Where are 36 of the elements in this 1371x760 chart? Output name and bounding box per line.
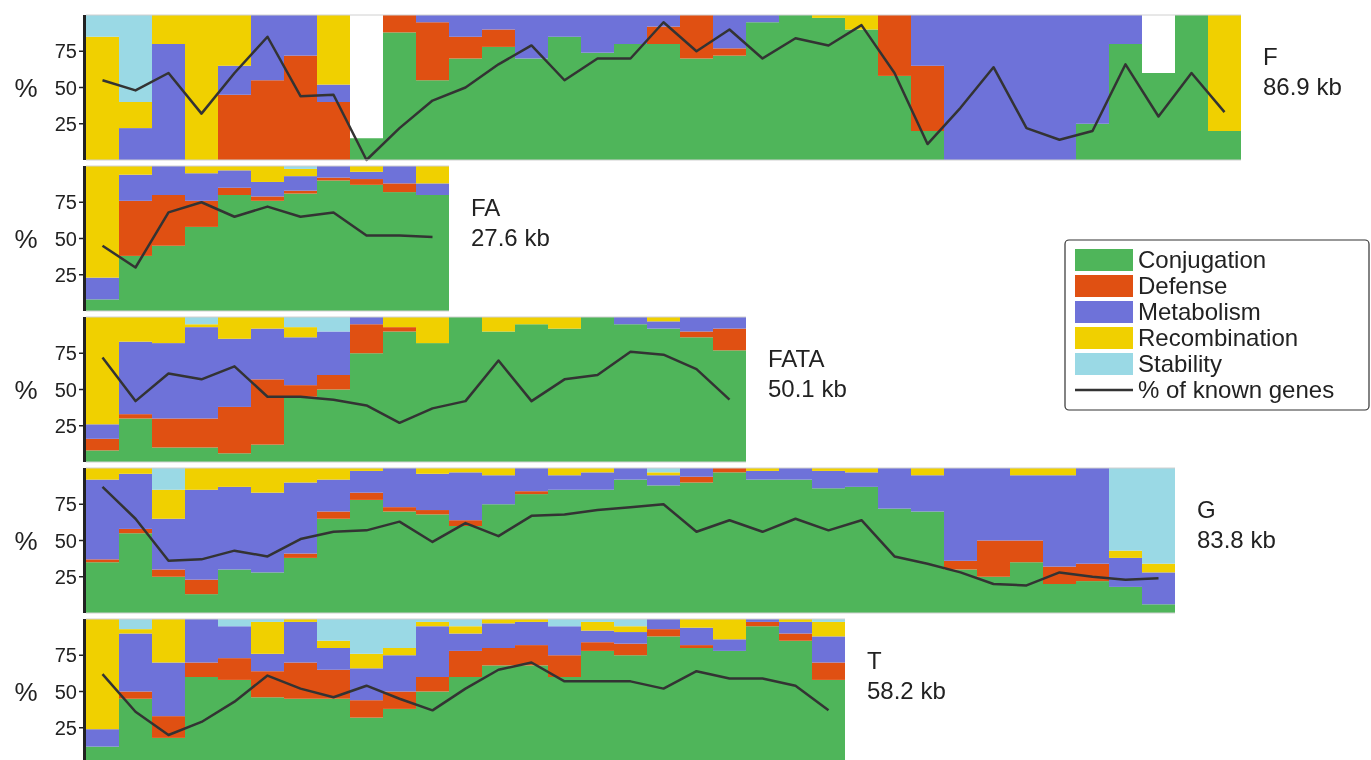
legend-label: Defense (1138, 272, 1228, 299)
text: T (867, 647, 882, 674)
y-tick-label: 75 (54, 644, 77, 667)
y-axis-title: % (14, 676, 38, 707)
y-tick-label: 25 (54, 112, 77, 135)
text: 83.8 kb (1197, 526, 1276, 553)
y-tick-label: 75 (54, 191, 77, 214)
y-tick-label: 50 (54, 378, 77, 401)
y-axis-title: % (14, 223, 38, 254)
y-tick-label: 25 (54, 565, 77, 588)
legend-label: Conjugation (1138, 246, 1267, 273)
legend-label: Recombination (1138, 324, 1299, 351)
y-tick-label: 25 (54, 263, 77, 286)
text: % of known genes (1138, 376, 1335, 403)
text: 86.9 kb (1263, 73, 1342, 100)
y-axis-title: % (14, 525, 38, 556)
legend-label: Metabolism (1138, 298, 1261, 325)
text: F (1263, 43, 1278, 70)
text: FA (471, 194, 501, 221)
text: 58.2 kb (867, 677, 946, 704)
y-axis-title: % (14, 374, 38, 405)
text: 50.1 kb (768, 375, 847, 402)
text: G (1197, 496, 1216, 523)
text: 27.6 kb (471, 224, 550, 251)
y-tick-label: 25 (54, 414, 77, 437)
y-tick-label: 25 (54, 716, 77, 739)
y-tick-label: 50 (54, 529, 77, 552)
y-axis-title: % (14, 72, 38, 103)
text: FATA (768, 345, 825, 372)
y-tick-label: 75 (54, 493, 77, 516)
y-tick-label: 50 (54, 76, 77, 99)
legend-label: Stability (1138, 350, 1223, 377)
y-tick-label: 50 (54, 680, 77, 703)
y-tick-label: 50 (54, 227, 77, 250)
y-tick-label: 75 (54, 342, 77, 365)
y-tick-label: 75 (54, 40, 77, 63)
